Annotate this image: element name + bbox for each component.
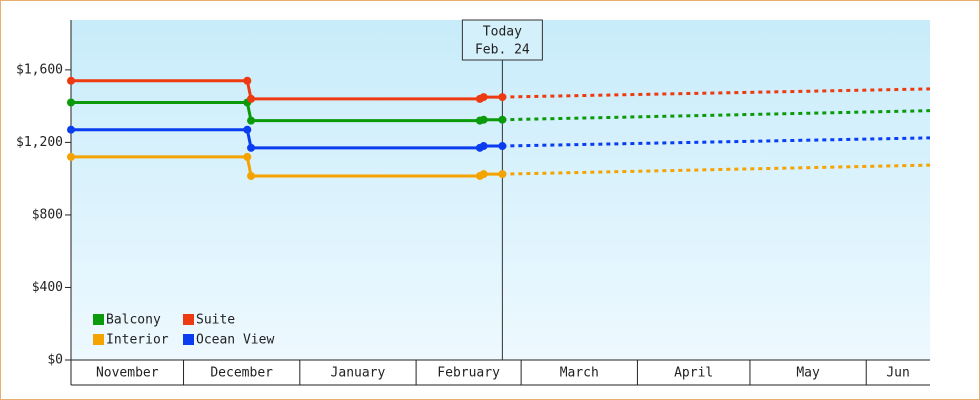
point — [67, 98, 75, 107]
legend-swatch — [183, 334, 194, 345]
today-box — [461, 19, 543, 61]
point — [243, 125, 252, 134]
point — [67, 152, 75, 161]
legend-label: Ocean View — [196, 333, 274, 348]
legend-label: Balcony — [106, 313, 161, 328]
plot-area — [71, 20, 930, 360]
y-tick-label: $800 — [32, 207, 63, 222]
point — [479, 115, 488, 124]
y-tick-label: $1,200 — [16, 135, 63, 150]
x-tick-label: April — [674, 366, 713, 381]
point — [243, 76, 252, 85]
point — [67, 125, 75, 134]
point — [247, 116, 256, 125]
point — [247, 94, 256, 103]
y-tick-label: $1,600 — [16, 62, 63, 77]
legend-swatch — [93, 314, 104, 325]
legend-swatch — [93, 334, 104, 345]
x-tick-label: Jun — [886, 366, 909, 381]
x-tick-label: May — [796, 366, 820, 381]
point — [479, 142, 488, 151]
legend-swatch — [183, 314, 194, 325]
x-tick-label: March — [560, 366, 599, 381]
point — [498, 170, 507, 179]
x-tick-label: January — [331, 366, 386, 381]
point — [67, 76, 75, 85]
point — [498, 115, 507, 124]
point — [479, 93, 488, 102]
today-label: Today — [483, 25, 522, 40]
y-tick-label: $0 — [47, 353, 63, 368]
legend-label: Suite — [196, 313, 235, 328]
today-label: Feb. 24 — [475, 43, 530, 58]
point — [247, 143, 256, 152]
point — [243, 152, 252, 161]
x-tick-label: November — [96, 366, 159, 381]
legend-label: Interior — [106, 333, 169, 348]
y-tick-label: $400 — [32, 280, 63, 295]
x-tick-label: February — [437, 366, 500, 381]
x-tick-label: December — [210, 366, 273, 381]
point — [498, 93, 507, 102]
point — [498, 142, 507, 151]
point — [247, 171, 256, 180]
point — [479, 170, 488, 179]
